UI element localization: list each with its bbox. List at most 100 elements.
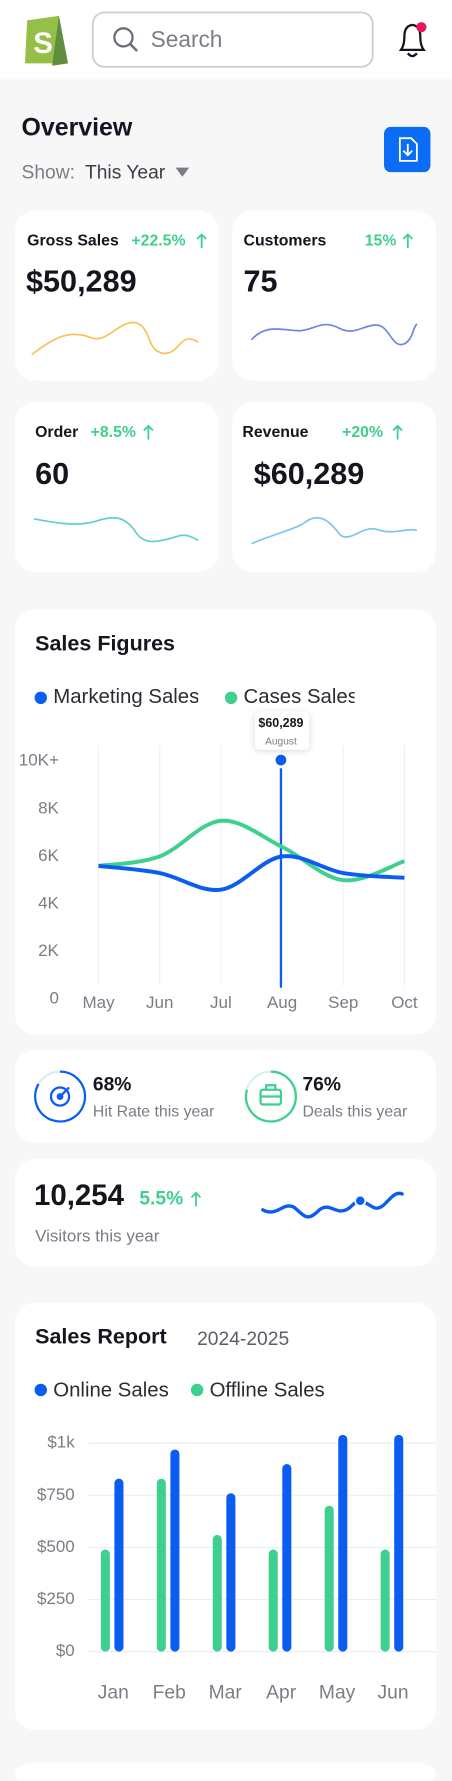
- stat-label: Hit Rate this year: [93, 1104, 215, 1121]
- legend-swatch: [34, 1383, 48, 1397]
- x-tick-label: Jan: [98, 1683, 129, 1704]
- card-label: Gross Sales: [27, 232, 119, 249]
- x-tick-label: Oct: [391, 993, 418, 1012]
- bar: [380, 1549, 390, 1652]
- tooltip-value: $60,289: [258, 716, 303, 730]
- stat-label: Deals this year: [302, 1104, 408, 1121]
- bar: [268, 1549, 278, 1652]
- y-tick-label: $750: [37, 1485, 75, 1504]
- y-tick-label: $500: [37, 1537, 75, 1556]
- sales-report-chart: Online Sales Offline Sales $0 $250 $500 $750 $…: [34, 1379, 437, 1704]
- y-tick-label: 6K: [38, 846, 59, 865]
- notification-bell[interactable]: [398, 22, 427, 58]
- y-tick-label: $1k: [47, 1433, 75, 1452]
- search-placeholder: Search: [151, 26, 223, 52]
- legend-label: Cases Sales: [244, 686, 358, 708]
- y-tick-label: 2K: [38, 941, 59, 960]
- kpi-card: [14, 210, 219, 381]
- sparkline: [33, 516, 199, 543]
- card-change: +20%: [342, 424, 383, 441]
- up-arrow: [190, 1191, 202, 1207]
- visitors-card: [14, 1158, 437, 1267]
- x-tick-label: May: [319, 1683, 356, 1704]
- hit-rate-icon: [33, 1070, 87, 1123]
- card-change: 15%: [365, 232, 397, 249]
- x-tick-label: Aug: [267, 993, 297, 1012]
- tooltip: [254, 711, 310, 750]
- svg-text:S: S: [33, 27, 53, 60]
- x-tick-label: Mar: [209, 1683, 243, 1704]
- card-label: Order: [35, 424, 78, 441]
- card-value: 60: [35, 457, 69, 491]
- legend-swatch: [190, 1383, 204, 1397]
- y-tick-label: 4K: [38, 893, 59, 912]
- tooltip-label: August: [265, 737, 297, 748]
- visitors-label: Visitors this year: [35, 1227, 160, 1246]
- visitors-value: 10,254: [34, 1179, 125, 1212]
- stat-value: 76%: [302, 1074, 341, 1095]
- y-tick-label: $250: [37, 1589, 75, 1608]
- y-tick-label: 8K: [38, 798, 59, 817]
- logo[interactable]: S: [24, 15, 68, 66]
- up-arrow: [143, 424, 154, 440]
- bar: [114, 1478, 124, 1652]
- x-tick-label: Feb: [153, 1683, 186, 1704]
- card-label: Revenue: [242, 424, 308, 441]
- search-icon: [113, 27, 134, 48]
- card-value: $50,289: [26, 264, 137, 298]
- bar: [156, 1478, 166, 1652]
- overview-title: Overview: [22, 114, 133, 142]
- next-card: [14, 1762, 437, 1781]
- bar: [212, 1534, 222, 1652]
- bar: [324, 1505, 334, 1652]
- legend-label: Online Sales: [53, 1379, 169, 1401]
- bar: [394, 1434, 404, 1652]
- download-button[interactable]: [384, 126, 431, 173]
- legend-label: Offline Sales: [210, 1379, 325, 1401]
- dropdown-arrow[interactable]: [175, 167, 190, 177]
- bar: [170, 1449, 180, 1652]
- kpi-card: [232, 210, 437, 381]
- legend-swatch: [34, 691, 48, 705]
- up-arrow: [402, 233, 413, 249]
- visitors-sparkline: [261, 1191, 404, 1219]
- stats-card: [14, 1050, 437, 1143]
- visitors-change: 5.5%: [139, 1189, 183, 1210]
- sparkline-marker: [354, 1194, 367, 1207]
- card-change: +22.5%: [131, 232, 185, 249]
- show-label: Show:: [22, 162, 76, 183]
- x-tick-label: May: [83, 993, 116, 1012]
- deals-icon: [244, 1070, 297, 1123]
- sales-report-card: [14, 1302, 437, 1730]
- search-icon: [129, 43, 138, 52]
- x-tick-label: Apr: [266, 1683, 297, 1704]
- sparkline: [250, 323, 418, 346]
- bar: [100, 1549, 110, 1652]
- x-tick-label: Jul: [210, 993, 232, 1012]
- bar: [338, 1434, 348, 1652]
- card-change: +8.5%: [91, 424, 136, 441]
- up-arrow: [196, 233, 207, 249]
- sparkline: [251, 516, 418, 545]
- highlight-marker: [272, 751, 290, 769]
- card-value: $60,289: [254, 457, 365, 491]
- legend-swatch: [224, 691, 238, 705]
- sales-figures-chart: Marketing Sales Cases Sales May Jun Jul Aug Se…: [19, 686, 418, 1012]
- chart-title: Sales Figures: [35, 631, 175, 655]
- kpi-card: [14, 402, 219, 573]
- up-arrow: [392, 424, 403, 440]
- chart-period: 2024-2025: [197, 1329, 289, 1350]
- bar: [282, 1464, 292, 1652]
- search-box[interactable]: [92, 11, 374, 68]
- series-line: [98, 854, 405, 892]
- x-tick-label: Sep: [328, 993, 358, 1012]
- show-value[interactable]: This Year: [85, 162, 166, 183]
- sparkline: [31, 321, 199, 356]
- kpi-card: [232, 402, 437, 573]
- y-tick-label: 10K+: [19, 751, 59, 770]
- legend-label: Marketing Sales: [53, 686, 199, 708]
- y-tick-label: 0: [49, 989, 58, 1008]
- x-tick-label: Jun: [378, 1683, 409, 1704]
